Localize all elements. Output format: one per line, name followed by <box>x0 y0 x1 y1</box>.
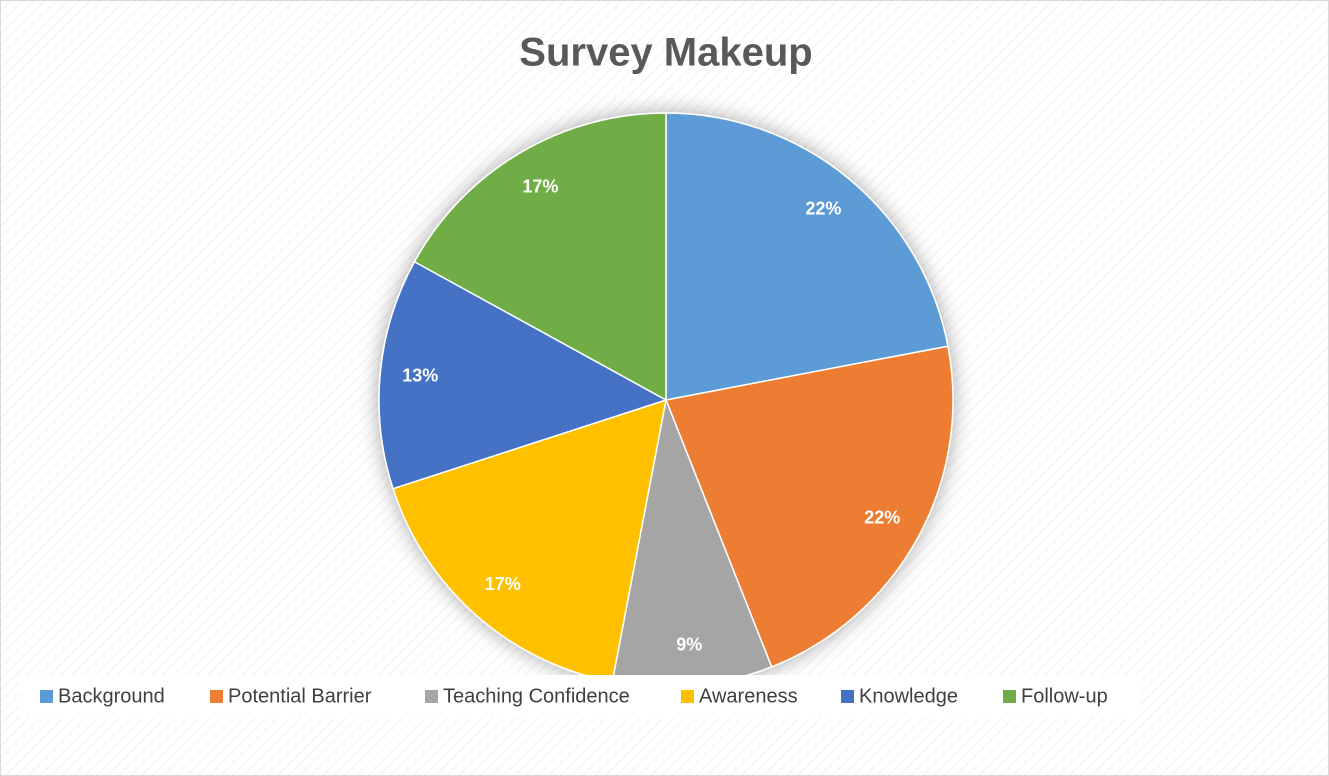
data-label: 22% <box>864 508 900 528</box>
data-label: 13% <box>402 366 438 386</box>
chart-title: Survey Makeup <box>519 31 812 75</box>
pie-slice <box>378 260 668 490</box>
legend-label: Awareness <box>699 685 798 707</box>
data-labels: 22% 22% 9% 17% 13% 17% <box>402 176 900 654</box>
data-label: 9% <box>676 634 702 654</box>
legend-label: Teaching Confidence <box>443 685 630 707</box>
legend-swatch <box>40 690 53 703</box>
legend-swatch <box>425 690 438 703</box>
pie-slice <box>664 345 954 668</box>
legend-swatch <box>681 690 694 703</box>
legend-label: Follow-up <box>1021 685 1108 707</box>
legend-swatch <box>210 690 223 703</box>
legend: Background Potential Barrier Teaching Conf… <box>40 685 1108 707</box>
legend-label: Knowledge <box>859 685 958 707</box>
pie-slice <box>665 112 949 401</box>
legend-label: Potential Barrier <box>228 685 372 707</box>
pie-slice <box>413 112 667 402</box>
pie-slice <box>392 398 667 683</box>
data-label: 17% <box>522 176 558 196</box>
legend-label: Background <box>58 685 165 707</box>
data-label: 17% <box>485 574 521 594</box>
legend-background <box>20 675 1140 718</box>
legend-swatch <box>1003 690 1016 703</box>
pie <box>378 112 954 688</box>
data-label: 22% <box>805 199 841 219</box>
legend-swatch <box>841 690 854 703</box>
